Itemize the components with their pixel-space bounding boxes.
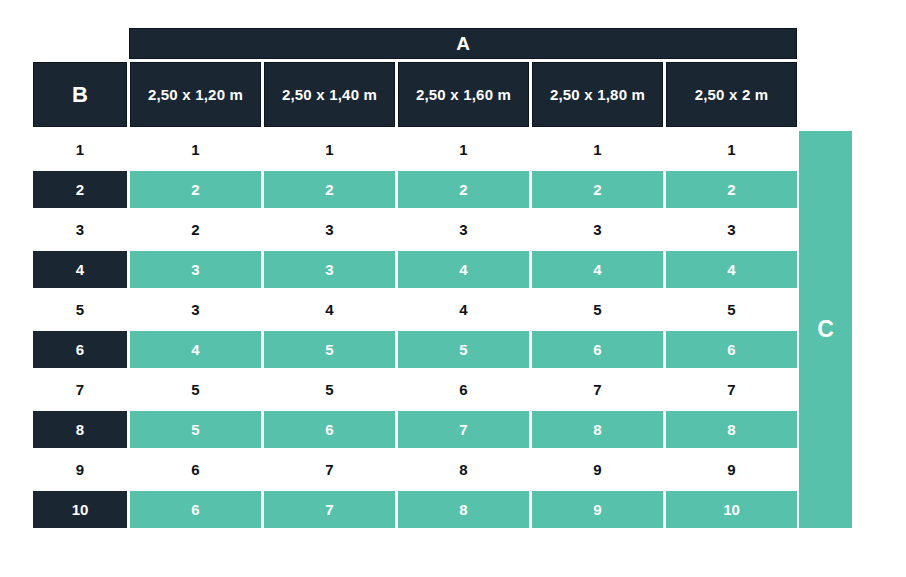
row-label-cell: 10 (33, 491, 127, 528)
value-cell: 6 (666, 331, 797, 368)
table-row: 433444 (33, 251, 797, 288)
value-cell: 3 (398, 211, 529, 248)
value-cell: 2 (398, 171, 529, 208)
table-row: 10678910 (33, 491, 797, 528)
value-cell: 5 (666, 291, 797, 328)
row-label-cell: 1 (33, 131, 127, 168)
table-row: 755677 (33, 371, 797, 408)
column-header: 2,50 x 1,40 m (264, 62, 395, 127)
row-label-cell: 7 (33, 371, 127, 408)
value-cell: 9 (666, 451, 797, 488)
value-cell: 5 (130, 371, 261, 408)
value-cell: 5 (130, 411, 261, 448)
value-cell: 8 (398, 491, 529, 528)
row-group-header-c: C (799, 131, 852, 528)
value-cell: 4 (264, 291, 395, 328)
value-cell: 6 (130, 491, 261, 528)
value-cell: 6 (532, 331, 663, 368)
table-row: 645566 (33, 331, 797, 368)
column-header: 2,50 x 1,60 m (398, 62, 529, 127)
size-chart: A B 2,50 x 1,20 m2,50 x 1,40 m2,50 x 1,6… (0, 0, 906, 577)
row-header-b: B (33, 62, 127, 127)
value-cell: 3 (130, 251, 261, 288)
row-label-cell: 3 (33, 211, 127, 248)
column-group-header-a: A (129, 28, 797, 59)
value-cell: 3 (130, 291, 261, 328)
row-label-cell: 4 (33, 251, 127, 288)
value-cell: 2 (666, 171, 797, 208)
value-cell: 5 (532, 291, 663, 328)
value-cell: 2 (532, 171, 663, 208)
value-cell: 1 (532, 131, 663, 168)
row-label-cell: 2 (33, 171, 127, 208)
value-cell: 1 (666, 131, 797, 168)
row-label-cell: 8 (33, 411, 127, 448)
value-cell: 1 (264, 131, 395, 168)
value-cell: 7 (532, 371, 663, 408)
column-header: 2,50 x 2 m (666, 62, 797, 127)
row-label-cell: 5 (33, 291, 127, 328)
value-cell: 7 (264, 491, 395, 528)
value-cell: 10 (666, 491, 797, 528)
value-cell: 4 (398, 291, 529, 328)
value-cell: 6 (264, 411, 395, 448)
value-cell: 4 (130, 331, 261, 368)
header-row: B 2,50 x 1,20 m2,50 x 1,40 m2,50 x 1,60 … (33, 62, 797, 127)
value-cell: 7 (666, 371, 797, 408)
table-row: 323333 (33, 211, 797, 248)
value-cell: 2 (264, 171, 395, 208)
value-cell: 9 (532, 451, 663, 488)
value-cell: 4 (398, 251, 529, 288)
table-row: 222222 (33, 171, 797, 208)
value-cell: 8 (666, 411, 797, 448)
table-row: 856788 (33, 411, 797, 448)
value-cell: 3 (264, 251, 395, 288)
value-cell: 3 (264, 211, 395, 248)
value-cell: 1 (398, 131, 529, 168)
column-group-label: A (456, 33, 470, 55)
row-group-label: C (817, 316, 834, 343)
table-row: 967899 (33, 451, 797, 488)
table-body: 1111112222223233334334445344556455667556… (33, 131, 797, 528)
table-row: 534455 (33, 291, 797, 328)
value-cell: 7 (264, 451, 395, 488)
value-cell: 8 (398, 451, 529, 488)
value-cell: 5 (264, 331, 395, 368)
value-cell: 1 (130, 131, 261, 168)
value-cell: 6 (130, 451, 261, 488)
value-cell: 5 (398, 331, 529, 368)
value-cell: 6 (398, 371, 529, 408)
value-cell: 4 (532, 251, 663, 288)
value-cell: 9 (532, 491, 663, 528)
value-cell: 2 (130, 211, 261, 248)
value-cell: 7 (398, 411, 529, 448)
column-header: 2,50 x 1,20 m (130, 62, 261, 127)
row-label-cell: 6 (33, 331, 127, 368)
value-cell: 5 (264, 371, 395, 408)
row-label-cell: 9 (33, 451, 127, 488)
size-table: A B 2,50 x 1,20 m2,50 x 1,40 m2,50 x 1,6… (33, 28, 797, 528)
value-cell: 3 (666, 211, 797, 248)
column-header: 2,50 x 1,80 m (532, 62, 663, 127)
value-cell: 8 (532, 411, 663, 448)
table-row: 111111 (33, 131, 797, 168)
value-cell: 4 (666, 251, 797, 288)
value-cell: 3 (532, 211, 663, 248)
value-cell: 2 (130, 171, 261, 208)
